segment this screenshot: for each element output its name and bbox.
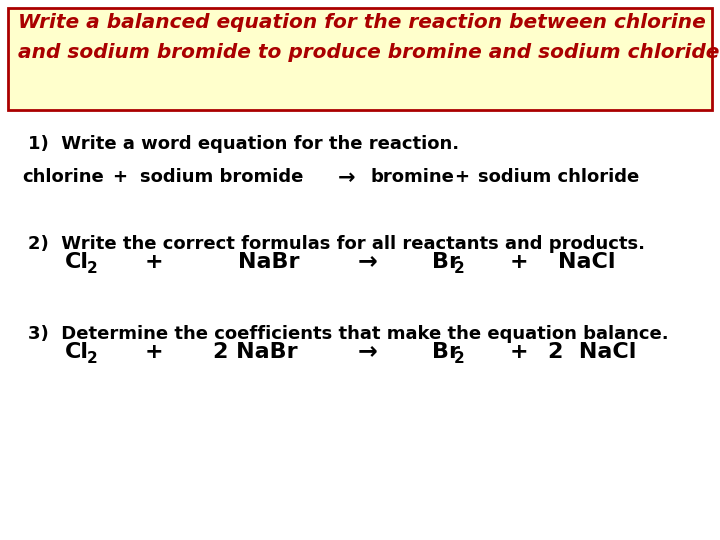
Text: Cl: Cl xyxy=(65,342,89,362)
Text: +: + xyxy=(145,252,163,272)
Text: 2: 2 xyxy=(87,261,98,276)
Text: NaCl: NaCl xyxy=(558,252,616,272)
Text: bromine: bromine xyxy=(370,168,454,186)
Text: 2: 2 xyxy=(454,351,464,366)
Text: sodium chloride: sodium chloride xyxy=(478,168,639,186)
Text: +: + xyxy=(510,342,528,362)
Text: 2)  Write the correct formulas for all reactants and products.: 2) Write the correct formulas for all re… xyxy=(28,235,645,253)
Text: Br: Br xyxy=(432,342,460,362)
Text: NaBr: NaBr xyxy=(238,252,300,272)
Text: chlorine: chlorine xyxy=(22,168,104,186)
Text: Write a balanced equation for the reaction between chlorine: Write a balanced equation for the reacti… xyxy=(18,13,706,32)
Text: +: + xyxy=(145,342,163,362)
Text: 2: 2 xyxy=(87,351,98,366)
Text: →: → xyxy=(358,249,378,273)
Text: +: + xyxy=(112,168,127,186)
Text: +: + xyxy=(454,168,469,186)
Text: 1)  Write a word equation for the reaction.: 1) Write a word equation for the reactio… xyxy=(28,135,459,153)
FancyBboxPatch shape xyxy=(8,8,712,110)
Text: +: + xyxy=(510,252,528,272)
Text: 2: 2 xyxy=(454,261,464,276)
Text: →: → xyxy=(358,339,378,363)
Text: 3)  Determine the coefficients that make the equation balance.: 3) Determine the coefficients that make … xyxy=(28,325,669,343)
Text: 2  NaCl: 2 NaCl xyxy=(548,342,636,362)
Text: →: → xyxy=(338,168,356,188)
Text: 2 NaBr: 2 NaBr xyxy=(213,342,297,362)
Text: sodium bromide: sodium bromide xyxy=(140,168,303,186)
Text: Br: Br xyxy=(432,252,460,272)
Text: and sodium bromide to produce bromine and sodium chloride.: and sodium bromide to produce bromine an… xyxy=(18,43,720,62)
Text: Cl: Cl xyxy=(65,252,89,272)
